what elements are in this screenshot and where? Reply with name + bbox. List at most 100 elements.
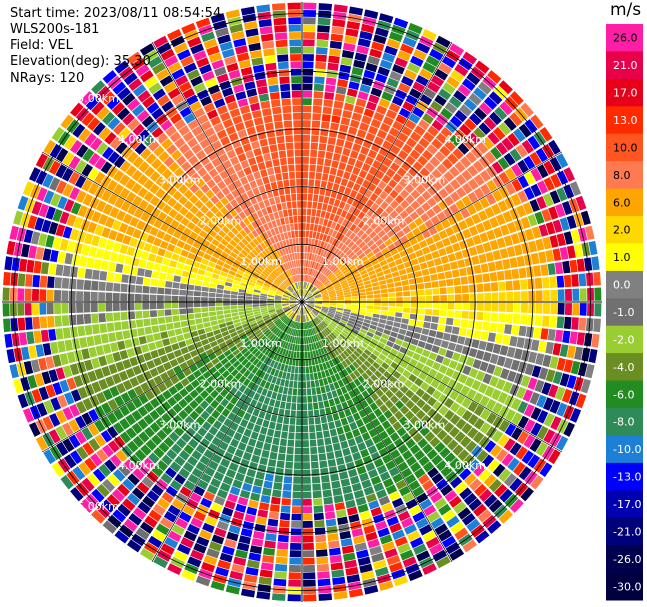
ray-gate	[356, 129, 367, 139]
ray-gate	[382, 52, 396, 63]
ray-gate	[538, 251, 547, 264]
ray-gate	[307, 296, 314, 300]
ray-gate	[410, 296, 418, 302]
ray-gate	[402, 225, 411, 235]
ray-gate	[458, 240, 468, 250]
ray-gate	[395, 291, 403, 297]
ray-gate	[363, 280, 371, 285]
ray-gate	[325, 283, 333, 288]
ray-gate	[394, 258, 403, 266]
ray-gate	[409, 237, 418, 246]
ray-gate	[453, 90, 467, 103]
ray-gate	[335, 231, 342, 240]
ray-gate	[404, 69, 417, 81]
ray-gate	[402, 101, 415, 112]
ray-gate	[454, 109, 468, 123]
ray-gate	[477, 81, 492, 95]
ray-gate	[375, 153, 385, 163]
ray-gate	[392, 120, 404, 131]
ray-gate	[313, 91, 324, 99]
ray-gate	[549, 235, 559, 248]
ray-gate	[322, 242, 328, 250]
ray-gate	[326, 220, 333, 228]
ray-gate	[398, 178, 409, 188]
ray-gate	[322, 218, 329, 227]
ray-gate	[352, 143, 362, 153]
ray-gate	[307, 201, 313, 209]
ray-gate	[403, 172, 414, 183]
ray-gate	[316, 47, 328, 55]
ray-gate	[408, 113, 421, 124]
ray-gate	[379, 284, 388, 290]
ray-gate	[497, 200, 508, 213]
ray-gate	[591, 256, 600, 271]
ray-gate	[454, 251, 464, 260]
ray-gate	[414, 217, 424, 227]
ray-gate	[423, 87, 437, 100]
ray-gate	[381, 247, 390, 255]
ray-gate	[449, 43, 465, 56]
ray-gate	[478, 210, 488, 222]
ray-gate	[387, 287, 395, 293]
ray-gate	[348, 6, 364, 16]
ray-gate	[348, 251, 355, 259]
ray-gate	[407, 272, 415, 279]
ray-gate	[330, 277, 338, 283]
instrument-label: WLS200s-181	[10, 22, 100, 37]
ray-gate	[314, 295, 322, 299]
ray-gate	[401, 279, 409, 286]
ray-gate	[374, 267, 383, 274]
ray-gate	[317, 25, 330, 33]
ray-gate	[302, 149, 310, 157]
ray-gate	[499, 101, 513, 116]
ray-gate	[400, 43, 414, 55]
ray-gate	[484, 292, 492, 302]
ray-gate	[433, 257, 442, 266]
ray-gate	[421, 179, 432, 190]
ray-gate	[305, 230, 310, 238]
ray-gate	[316, 39, 329, 48]
ray-gate	[497, 157, 510, 170]
ray-gate	[422, 149, 433, 161]
ray-gate	[418, 240, 428, 249]
ray-gate	[302, 223, 306, 230]
ray-gate	[438, 230, 448, 240]
ray-gate	[314, 296, 322, 300]
ray-gate	[351, 296, 359, 300]
ray-gate	[317, 272, 323, 280]
ray-gate	[326, 181, 334, 190]
ray-gate	[423, 275, 431, 283]
ray-gate	[330, 246, 337, 254]
ray-gate	[388, 292, 396, 298]
ray-gate	[340, 178, 349, 187]
ray-gate	[302, 90, 313, 98]
ray-gate	[331, 206, 338, 214]
ray-gate	[429, 48, 444, 61]
colorbar-tick-label: 13.0	[613, 114, 638, 127]
ray-gate	[348, 264, 356, 271]
ray-gate	[336, 207, 343, 216]
ray-gate	[327, 288, 335, 292]
ray-gate	[451, 223, 462, 234]
ray-gate	[313, 98, 323, 106]
ray-gate	[465, 237, 475, 248]
ray-gate	[366, 298, 374, 302]
ray-gate	[367, 149, 378, 159]
ray-gate	[410, 290, 418, 296]
ray-gate	[428, 243, 438, 252]
ray-gate	[311, 261, 315, 269]
ray-gate	[309, 268, 313, 276]
ray-gate	[319, 135, 328, 144]
ray-gate	[305, 291, 310, 298]
ray-gate	[472, 160, 485, 173]
ray-gate	[320, 241, 325, 249]
ray-gate	[559, 246, 569, 260]
ray-gate	[349, 232, 356, 240]
ray-gate	[381, 264, 390, 271]
ray-gate	[464, 216, 475, 228]
ray-gate	[421, 268, 430, 276]
ray-gate	[523, 254, 533, 266]
ray-gate	[318, 286, 325, 291]
ray-gate	[302, 142, 310, 150]
